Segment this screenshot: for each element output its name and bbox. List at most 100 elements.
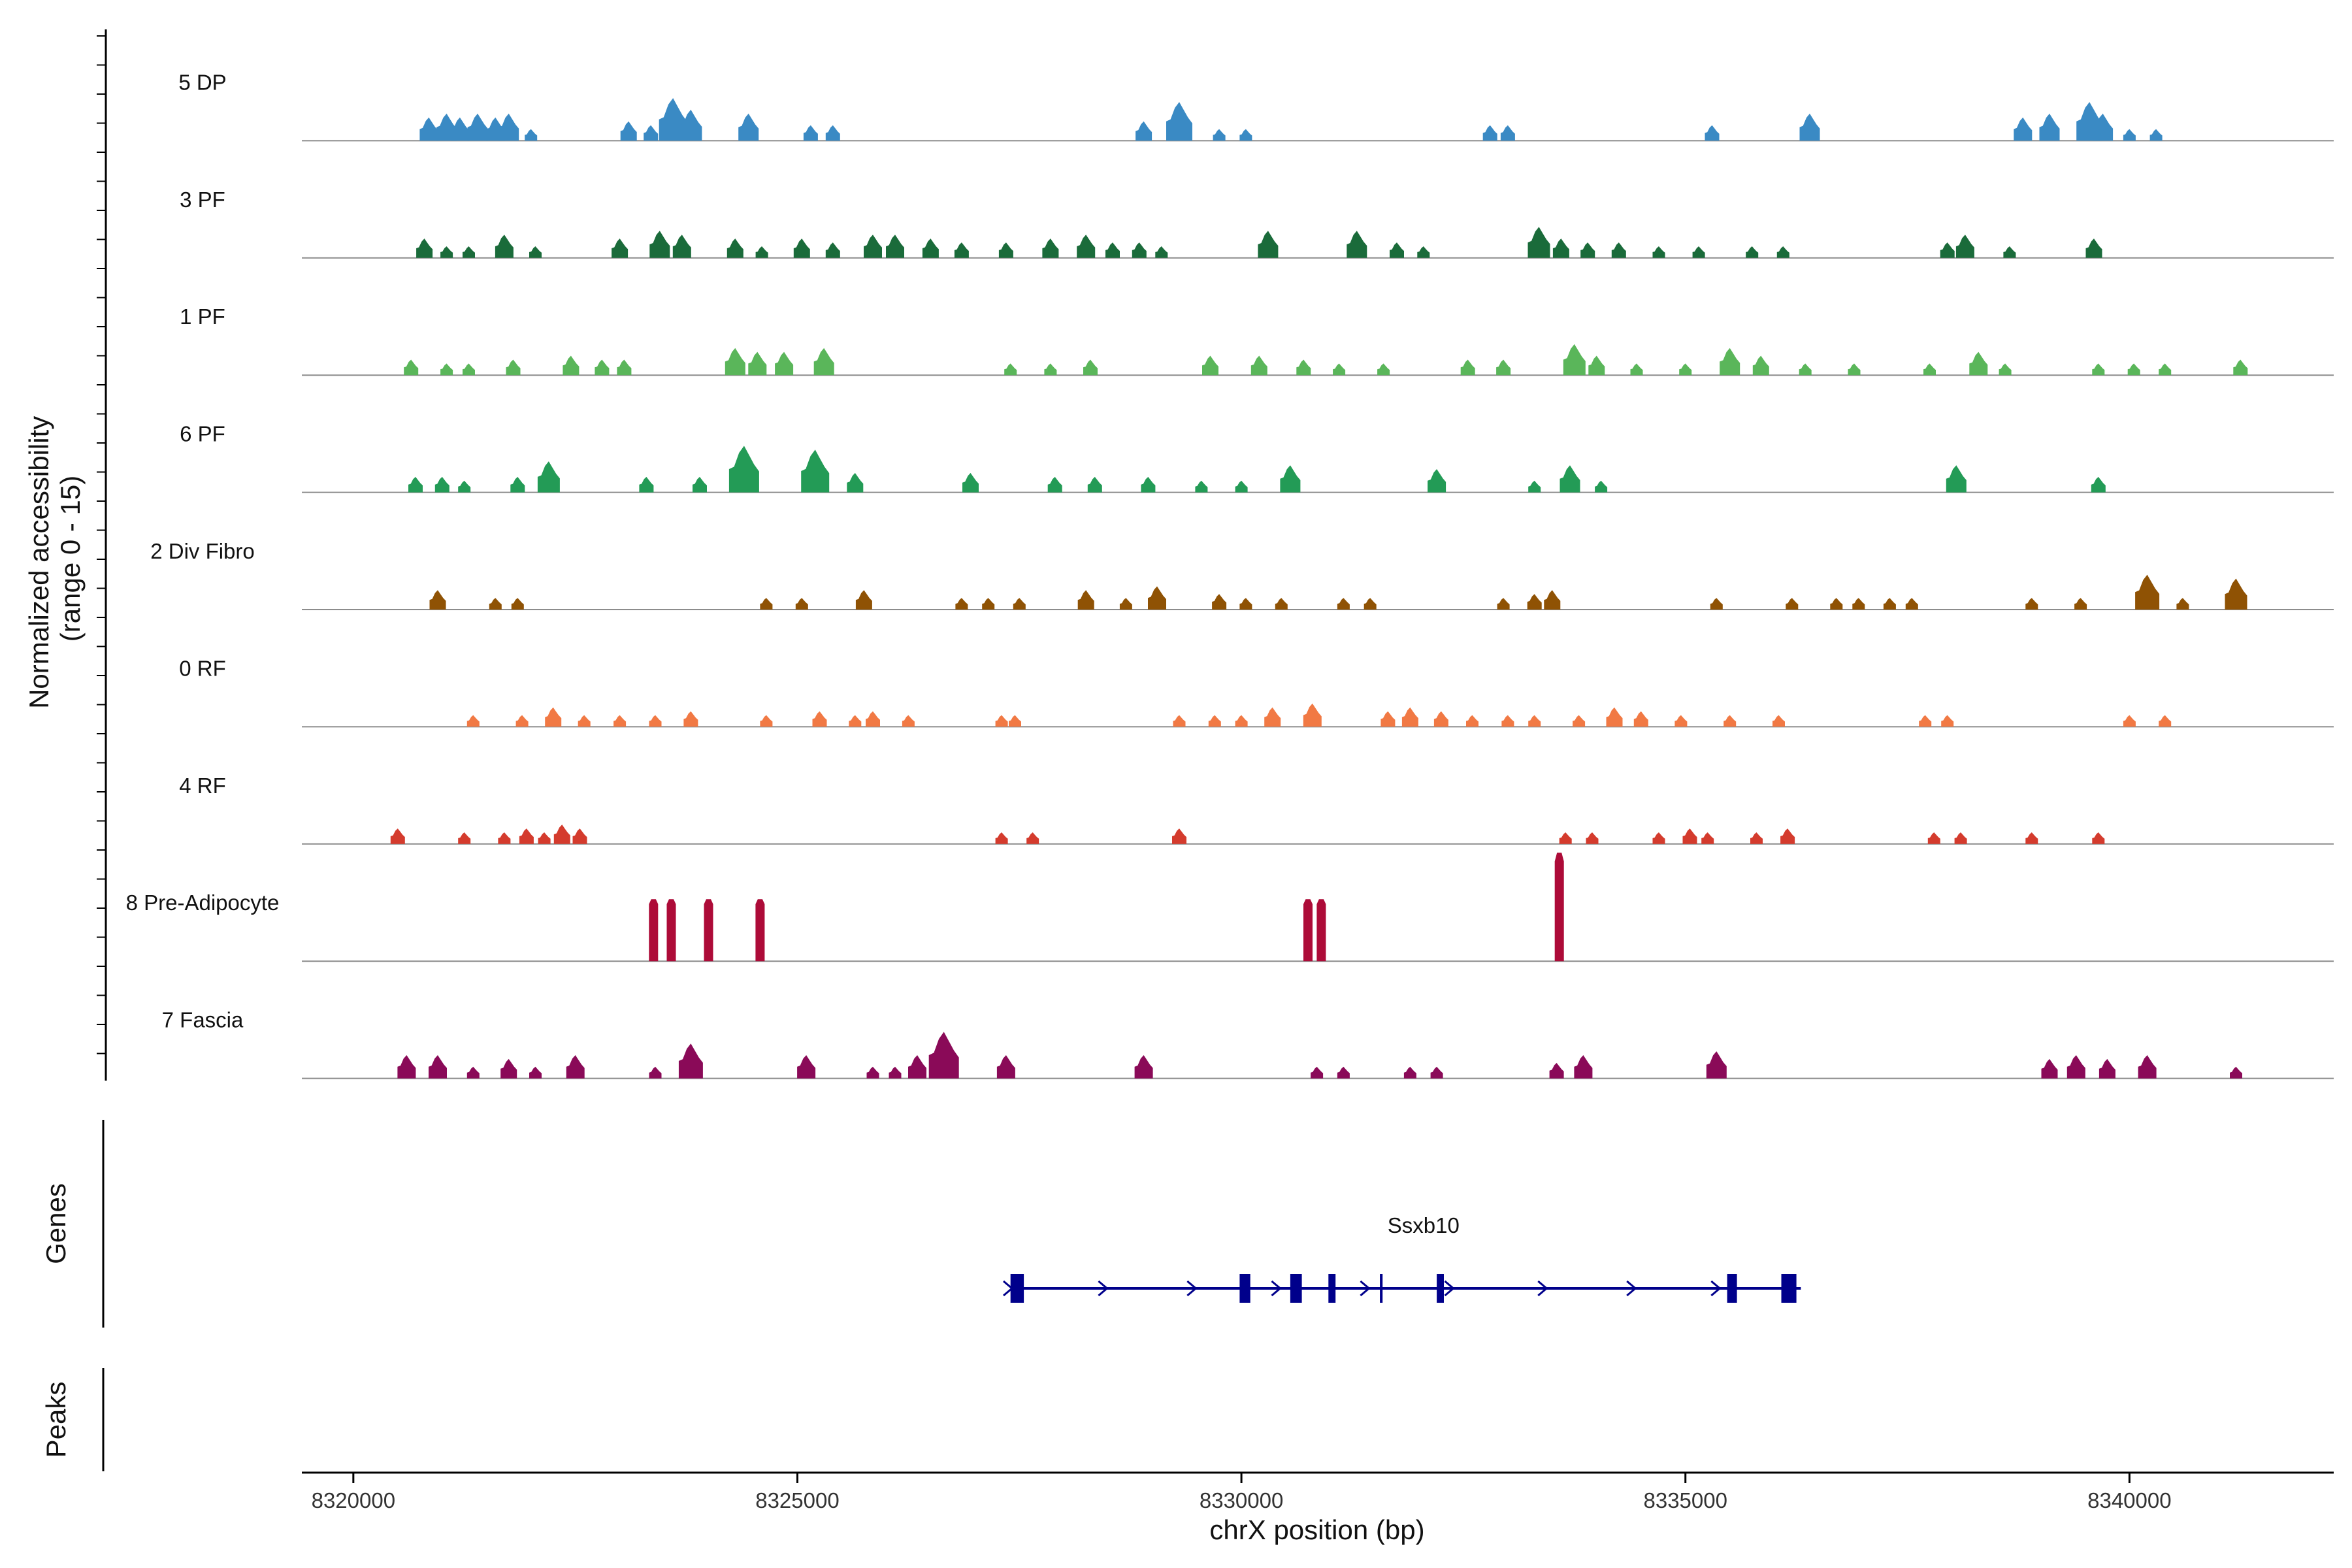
coverage-peak <box>1264 707 1281 727</box>
coverage-peak <box>1195 480 1208 493</box>
coverage-peak <box>1692 246 1705 258</box>
coverage-peak <box>595 359 610 376</box>
track-0-rf: 0 RF <box>179 656 2334 728</box>
track-label: 3 PF <box>180 188 225 212</box>
coverage-peak <box>1460 359 1475 376</box>
x-tick-label: 8330000 <box>1200 1488 1283 1512</box>
track-label: 7 Fascia <box>162 1008 244 1032</box>
coverage-peak <box>515 715 529 727</box>
coverage-peak <box>1799 113 1820 141</box>
coverage-peak <box>793 238 810 258</box>
coverage-peak <box>390 828 405 844</box>
coverage-peak <box>397 1055 416 1079</box>
track-label: 4 RF <box>179 774 226 798</box>
coverage-peak <box>1077 590 1094 610</box>
coverage-peak <box>2149 129 2163 141</box>
coverage-peak <box>1042 238 1059 258</box>
coverage-peak <box>617 359 632 376</box>
coverage-peak <box>498 113 519 141</box>
coverage-peak <box>2085 238 2102 258</box>
coverage-peak <box>1202 355 1218 376</box>
coverage-peak <box>450 117 469 141</box>
coverage-peak <box>649 1066 662 1079</box>
coverage-peak <box>2138 1055 2157 1079</box>
coverage-peak <box>1941 715 1954 727</box>
coverage-peak <box>434 476 449 493</box>
coverage-tracks: 5 DP 3 PF 1 PF 6 PF 2 Div Fibro 0 RF 4 RF 8 Pre… <box>126 70 2334 1079</box>
coverage-peak <box>813 348 834 376</box>
coverage-peak <box>1786 598 1799 610</box>
coverage-peak <box>1135 121 1152 141</box>
coverage-peak <box>545 707 562 727</box>
coverage-peak <box>419 117 438 141</box>
coverage-peak <box>1780 828 1795 844</box>
coverage-peak <box>506 359 521 376</box>
coverage-peak <box>1433 711 1448 727</box>
coverage-peak <box>1682 828 1697 844</box>
y-axis-title-line-1: Normalized accessibility <box>24 416 54 709</box>
coverage-peak <box>775 351 794 376</box>
coverage-peak <box>566 1055 585 1079</box>
coverage-peak <box>1303 703 1322 727</box>
coverage-peak <box>727 238 743 258</box>
coverage-peak <box>801 449 830 493</box>
coverage-peak <box>866 711 880 727</box>
track-label: 1 PF <box>180 304 225 329</box>
coverage-peak <box>1652 832 1665 844</box>
coverage-peak <box>489 598 502 610</box>
coverage-peak <box>1239 129 1252 141</box>
coverage-peak <box>1134 1055 1153 1079</box>
coverage-peak <box>1119 598 1132 610</box>
coverage-peak <box>1630 363 1643 376</box>
genes-panel-label: Genes <box>41 1183 71 1264</box>
track-label: 6 PF <box>180 422 225 446</box>
coverage-peak <box>1927 832 1940 844</box>
coverage-peak <box>404 359 419 376</box>
coverage-peak <box>1586 832 1599 844</box>
coverage-peak <box>1940 242 1955 258</box>
coverage-peak <box>679 109 702 141</box>
coverage-peak <box>2135 574 2160 610</box>
track-4-rf: 4 RF <box>179 774 2334 845</box>
coverage-peak <box>495 235 514 258</box>
coverage-peak <box>2014 117 2033 141</box>
coverage-peak <box>2176 598 2189 610</box>
coverage-peak <box>1954 832 1967 844</box>
coverage-peak <box>1105 242 1120 258</box>
coverage-peak <box>458 832 471 844</box>
coverage-peak <box>1580 242 1595 258</box>
coverage-peak <box>1303 899 1313 962</box>
y-axis-ticks <box>97 35 106 1054</box>
coverage-peak <box>2039 113 2060 141</box>
coverage-peak <box>1155 246 1168 258</box>
coverage-peak <box>2123 715 2136 727</box>
coverage-peak <box>866 1066 879 1079</box>
coverage-peak <box>1013 598 1026 610</box>
coverage-peak <box>1280 465 1301 493</box>
coverage-peak <box>466 715 480 727</box>
coverage-peak <box>1652 246 1665 258</box>
coverage-peak <box>1611 242 1626 258</box>
coverage-peak <box>1380 711 1396 727</box>
coverage-peak <box>1500 125 1515 141</box>
gene-exon <box>1380 1274 1383 1303</box>
coverage-peak <box>908 1055 926 1079</box>
track-3-pf: 3 PF <box>180 188 2334 259</box>
coverage-peak <box>683 711 698 727</box>
coverage-peak <box>2093 113 2114 141</box>
coverage-peak <box>429 590 446 610</box>
coverage-peak <box>849 715 862 727</box>
track-7-fascia: 7 Fascia <box>162 1008 2334 1079</box>
coverage-peak <box>1333 363 1346 376</box>
track-8-pre-adipocyte: 8 Pre-Adipocyte <box>126 853 2334 962</box>
coverage-peak <box>525 129 538 141</box>
coverage-peak <box>889 1066 902 1079</box>
coverage-peak <box>2127 363 2140 376</box>
coverage-peak <box>995 832 1008 844</box>
coverage-peak <box>1752 355 1769 376</box>
coverage-peak <box>1132 242 1147 258</box>
gene-exon <box>1328 1274 1336 1303</box>
coverage-peak <box>1173 715 1186 727</box>
coverage-peak <box>529 1066 542 1079</box>
coverage-peak <box>1883 598 1896 610</box>
